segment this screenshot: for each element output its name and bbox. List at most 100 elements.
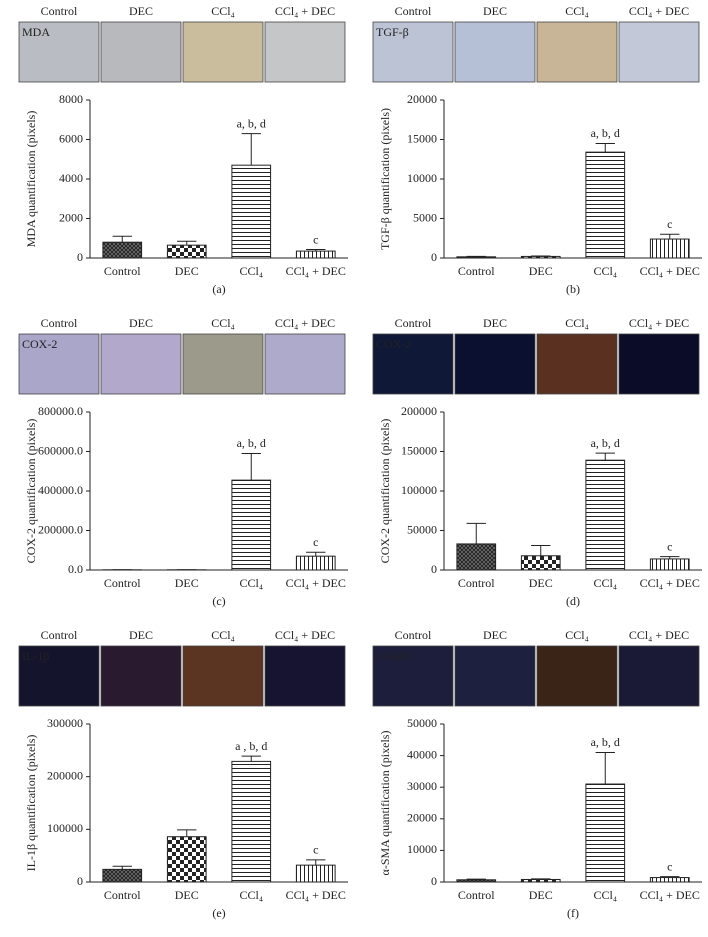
image-label: CCl₄ xyxy=(565,316,589,330)
micrograph xyxy=(454,21,536,83)
y-tick-label: 0 xyxy=(77,250,83,264)
y-axis-label: IL-1β quantification (pixels) xyxy=(24,735,38,872)
bar-annotation: a, b, d xyxy=(591,126,620,140)
micrograph xyxy=(618,645,700,707)
x-tick-label: Control xyxy=(458,576,495,590)
micrograph xyxy=(18,645,100,707)
y-axis-label: α-SMA quantification (pixels) xyxy=(378,731,392,876)
y-tick-label: 200000.0 xyxy=(38,522,83,536)
bar xyxy=(649,877,690,883)
image-label: CCl₄ xyxy=(565,628,589,642)
image-label: DEC xyxy=(129,316,153,330)
image-label: CCl₄ + DEC xyxy=(629,4,689,18)
micrograph xyxy=(182,333,264,395)
micrograph xyxy=(372,21,454,83)
y-axis-label: COX-2 quantification (pixels) xyxy=(24,419,38,564)
micrograph xyxy=(264,333,346,395)
x-tick-label: CCl₄ + DEC xyxy=(640,576,700,590)
bar xyxy=(585,459,626,571)
bar xyxy=(166,244,207,259)
y-tick-label: 0 xyxy=(431,250,437,264)
x-tick-label: DEC xyxy=(175,264,199,278)
y-tick-label: 100000 xyxy=(401,483,437,497)
y-tick-label: 10000 xyxy=(407,171,437,185)
y-tick-label: 600000.0 xyxy=(38,443,83,457)
x-tick-label: CCl₄ xyxy=(593,888,617,902)
y-tick-label: 15000 xyxy=(407,131,437,145)
image-label: CCl₄ xyxy=(211,628,235,642)
image-label: CCl₄ + DEC xyxy=(275,4,335,18)
image-tag: MDA xyxy=(22,25,50,39)
bar xyxy=(231,479,272,571)
x-tick-label: Control xyxy=(104,576,141,590)
bar xyxy=(295,864,336,883)
image-tag: TGF-β xyxy=(376,25,409,39)
bar-annotation: a , b, d xyxy=(235,739,267,753)
y-axis-label: COX-2 quantification (pixels) xyxy=(378,419,392,564)
panel-label: (a) xyxy=(212,282,225,296)
bar xyxy=(520,255,561,259)
bar xyxy=(456,543,497,571)
micrograph xyxy=(100,333,182,395)
micrograph xyxy=(182,645,264,707)
bar-annotation: c xyxy=(667,217,672,231)
x-tick-label: DEC xyxy=(529,576,553,590)
bar xyxy=(585,151,626,259)
bar-annotation: a, b, d xyxy=(591,735,620,749)
y-tick-label: 4000 xyxy=(59,171,83,185)
bar-annotation: c xyxy=(313,535,318,549)
y-tick-label: 6000 xyxy=(59,131,83,145)
micrograph xyxy=(618,21,700,83)
bar-annotation: c xyxy=(313,843,318,857)
bar xyxy=(102,868,143,883)
bar xyxy=(520,878,561,883)
x-tick-label: CCl₄ + DEC xyxy=(286,264,346,278)
image-label: DEC xyxy=(483,316,507,330)
image-label: CCl₄ xyxy=(211,4,235,18)
y-tick-label: 50000 xyxy=(407,522,437,536)
x-tick-label: Control xyxy=(458,264,495,278)
bar xyxy=(295,250,336,259)
y-tick-label: 20000 xyxy=(407,92,437,106)
y-tick-label: 2000 xyxy=(59,210,83,224)
bar-annotation: c xyxy=(313,232,318,246)
x-tick-label: CCl₄ xyxy=(593,576,617,590)
bar-annotation: a, b, d xyxy=(591,436,620,450)
y-tick-label: 40000 xyxy=(407,747,437,761)
x-tick-label: Control xyxy=(104,888,141,902)
y-tick-label: 10000 xyxy=(407,842,437,856)
x-tick-label: Control xyxy=(458,888,495,902)
y-tick-label: 0.0 xyxy=(68,562,83,576)
micrograph xyxy=(372,645,454,707)
y-tick-label: 800000.0 xyxy=(38,404,83,418)
y-tick-label: 0 xyxy=(431,874,437,888)
micrograph xyxy=(100,21,182,83)
micrograph xyxy=(454,333,536,395)
y-tick-label: 0 xyxy=(431,562,437,576)
image-label: CCl₄ + DEC xyxy=(629,628,689,642)
bar-annotation: c xyxy=(667,539,672,553)
image-label: Control xyxy=(41,316,78,330)
y-tick-label: 100000 xyxy=(47,821,83,835)
bar xyxy=(520,555,561,571)
image-label: DEC xyxy=(483,628,507,642)
x-tick-label: CCl₄ xyxy=(593,264,617,278)
bar xyxy=(649,238,690,259)
x-tick-label: CCl₄ + DEC xyxy=(286,576,346,590)
y-tick-label: 150000 xyxy=(401,443,437,457)
image-label: Control xyxy=(41,4,78,18)
bar xyxy=(231,164,272,259)
image-label: CCl₄ + DEC xyxy=(275,628,335,642)
x-tick-label: CCl₄ xyxy=(239,576,263,590)
x-tick-label: CCl₄ xyxy=(239,264,263,278)
micrograph xyxy=(182,21,264,83)
micrograph xyxy=(536,333,618,395)
bar xyxy=(102,241,143,259)
image-label: CCl₄ + DEC xyxy=(275,316,335,330)
panel-label: (e) xyxy=(212,906,225,920)
panel-label: (c) xyxy=(212,594,225,608)
micrograph xyxy=(536,21,618,83)
y-tick-label: 5000 xyxy=(413,210,437,224)
y-tick-label: 30000 xyxy=(407,779,437,793)
image-label: CCl₄ xyxy=(211,316,235,330)
